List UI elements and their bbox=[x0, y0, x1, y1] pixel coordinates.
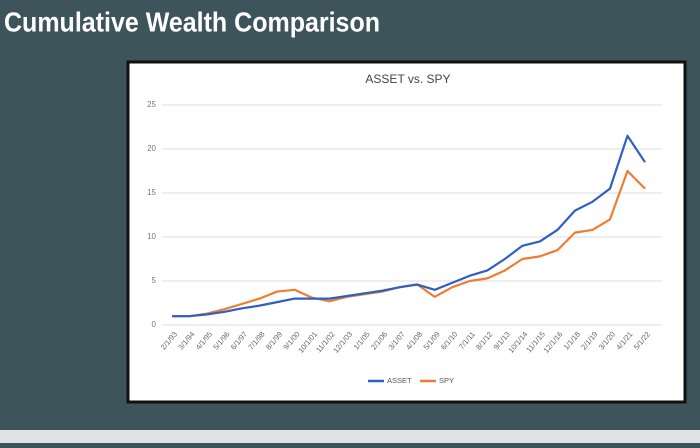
legend-label: SPY bbox=[439, 376, 454, 385]
y-tick-label: 20 bbox=[147, 144, 156, 153]
chart-panel bbox=[126, 60, 687, 404]
y-tick-label: 5 bbox=[152, 276, 157, 285]
bottom-strip bbox=[0, 430, 700, 443]
y-tick-label: 25 bbox=[147, 100, 156, 109]
y-tick-label: 15 bbox=[147, 188, 156, 197]
series-line bbox=[172, 134, 646, 318]
y-tick-label: 0 bbox=[152, 320, 157, 329]
y-tick-label: 10 bbox=[147, 232, 156, 241]
legend-label: ASSET bbox=[387, 376, 412, 385]
chart-title: ASSET vs. SPY bbox=[365, 72, 450, 86]
slide-title: Cumulative Wealth Comparison bbox=[4, 6, 380, 37]
